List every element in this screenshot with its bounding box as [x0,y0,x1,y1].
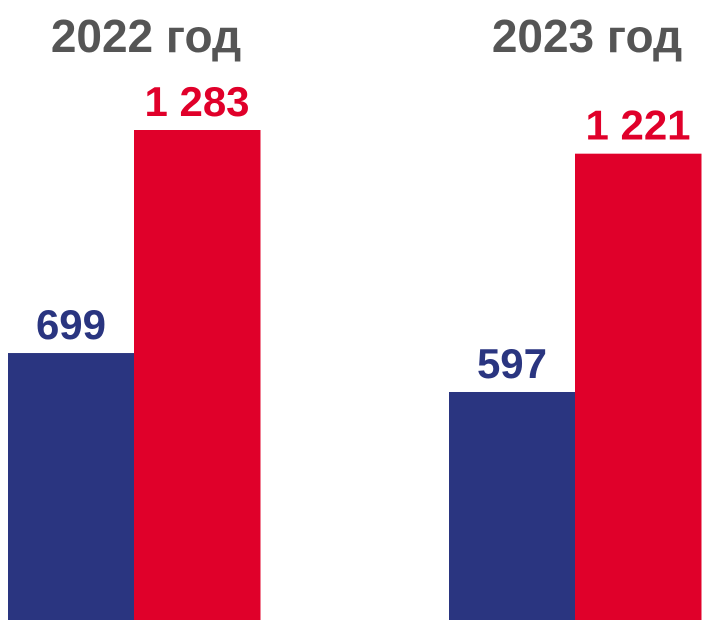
category-label: 2023 год [492,10,682,62]
bar [8,353,135,620]
bar [134,130,261,620]
value-label: 597 [477,340,547,387]
category-label: 2022 год [51,10,241,62]
value-label: 1 221 [585,102,690,149]
value-label: 699 [36,301,106,348]
bar [449,391,576,620]
bar [575,153,702,620]
value-label: 1 283 [144,78,249,125]
